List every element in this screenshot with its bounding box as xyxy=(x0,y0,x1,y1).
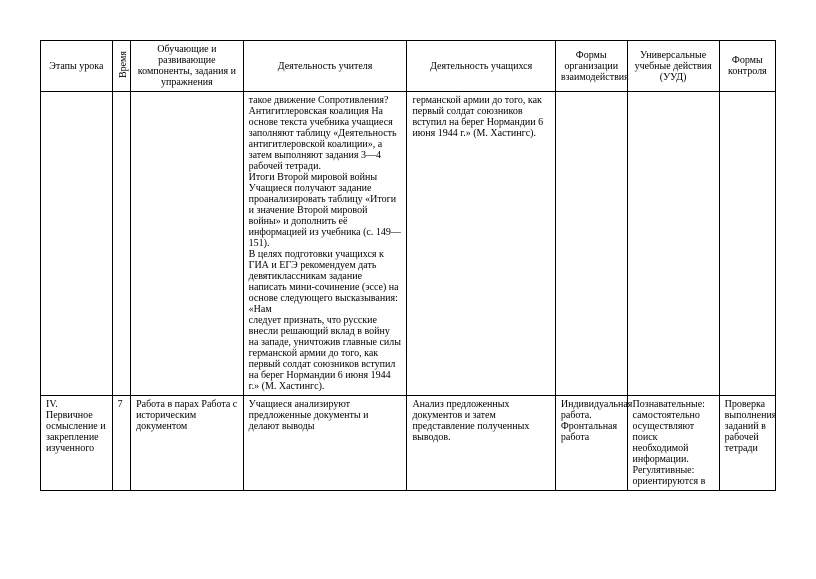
header-forms: Формы организации взаимодействия xyxy=(555,41,627,92)
cell-forms: Индивидуальная работа. Фронтальная работ… xyxy=(555,396,627,491)
header-stage: Этапы урока xyxy=(41,41,113,92)
table-row: такое движение Сопротивления? Антигитлер… xyxy=(41,92,776,396)
cell-components: Работа в парах Работа с историческим док… xyxy=(131,396,244,491)
cell-components xyxy=(131,92,244,396)
cell-time xyxy=(112,92,130,396)
header-students: Деятельность учащихся xyxy=(407,41,555,92)
cell-control: Проверка выполнения заданий в рабочей те… xyxy=(719,396,775,491)
cell-uud: Познавательные: самостоятельно осуществл… xyxy=(627,396,719,491)
lesson-plan-table: Этапы урока Время Обучающие и развивающи… xyxy=(40,40,776,491)
cell-stage: IV. Первичное осмысление и закрепление и… xyxy=(41,396,113,491)
header-teacher: Деятельность учителя xyxy=(243,41,407,92)
header-row: Этапы урока Время Обучающие и развивающи… xyxy=(41,41,776,92)
cell-students: германской армии до того, как первый сол… xyxy=(407,92,555,396)
header-control: Формы контроля xyxy=(719,41,775,92)
header-components: Обучающие и развивающие компоненты, зада… xyxy=(131,41,244,92)
cell-stage xyxy=(41,92,113,396)
cell-students: Анализ предложенных документов и затем п… xyxy=(407,396,555,491)
cell-time: 7 xyxy=(112,396,130,491)
cell-teacher: такое движение Сопротивления? Антигитлер… xyxy=(243,92,407,396)
cell-control xyxy=(719,92,775,396)
header-uud: Универсальные учебные действия (УУД) xyxy=(627,41,719,92)
table-row: IV. Первичное осмысление и закрепление и… xyxy=(41,396,776,491)
header-time: Время xyxy=(112,41,130,92)
cell-forms xyxy=(555,92,627,396)
cell-uud xyxy=(627,92,719,396)
cell-teacher: Учащиеся анализируют предложенные докуме… xyxy=(243,396,407,491)
